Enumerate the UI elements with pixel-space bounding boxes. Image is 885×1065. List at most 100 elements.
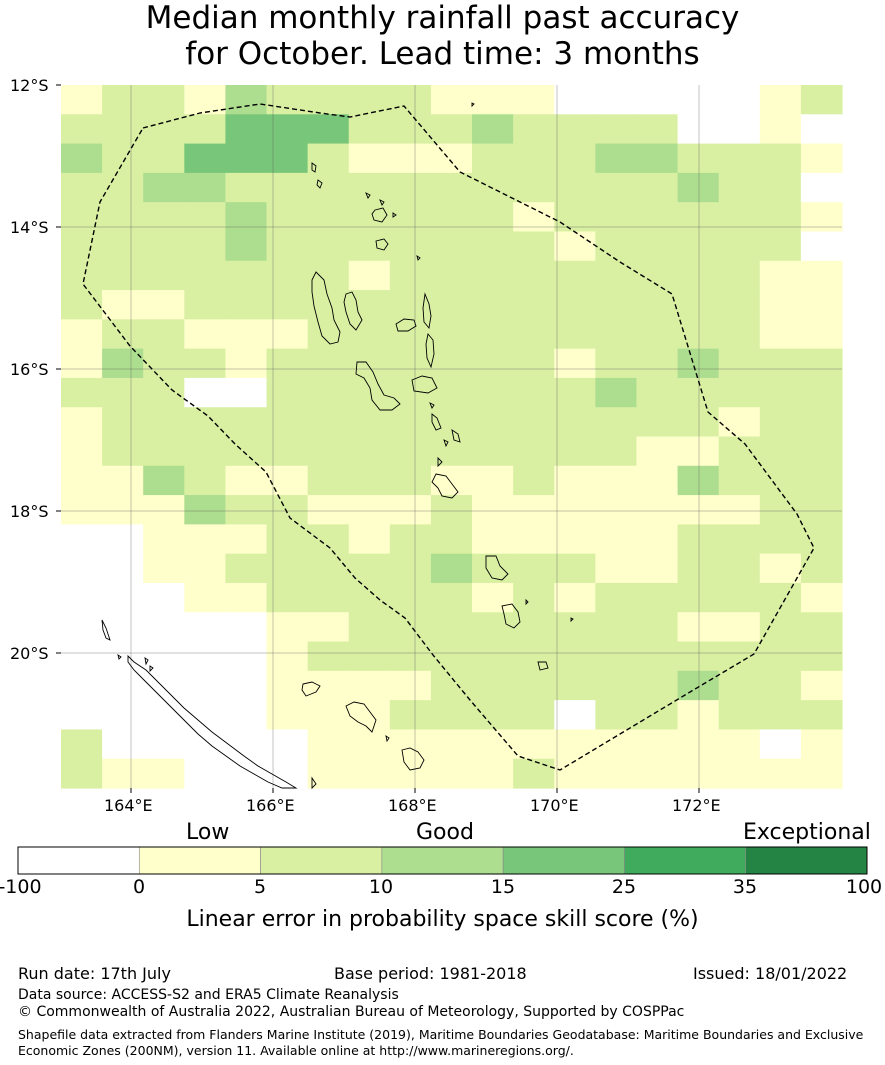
grid-cell — [472, 495, 514, 525]
grid-cell — [759, 348, 802, 379]
grid-cell — [677, 348, 720, 379]
colorbar-swatch — [17, 846, 140, 875]
grid-cell — [718, 700, 761, 731]
grid-cell — [472, 641, 514, 672]
grid-cell — [513, 260, 555, 291]
grid-cell — [348, 202, 391, 233]
grid-cell — [554, 143, 596, 174]
grid-cell — [513, 524, 555, 555]
colorbar-swatch — [381, 846, 504, 875]
grid-cell — [225, 407, 268, 438]
grid-cell — [800, 582, 843, 613]
grid-cell — [636, 670, 679, 701]
grid-cell — [143, 202, 185, 233]
grid-cell — [184, 114, 227, 145]
grid-cell — [554, 85, 596, 115]
grid-cell — [430, 553, 473, 584]
grid-cell — [184, 377, 227, 408]
grid-cell — [677, 231, 720, 262]
grid-cell — [636, 524, 679, 555]
grid-cell — [102, 114, 144, 145]
grid-cell — [513, 612, 555, 643]
grid-cell — [595, 143, 638, 174]
grid-cell — [513, 700, 555, 731]
grid-cell — [595, 85, 638, 115]
grid-cell — [184, 290, 227, 320]
grid-cell — [636, 407, 679, 438]
grid-cell — [348, 700, 391, 731]
grid-cell — [266, 436, 309, 467]
grid-cell — [759, 260, 802, 291]
grid-cell — [472, 729, 514, 760]
lon-label-166e: 166°E — [246, 796, 295, 815]
issued-date: Issued: 18/01/2022 — [693, 964, 848, 983]
grid-cell — [61, 670, 103, 701]
grid-cell — [430, 85, 473, 115]
grid-cell — [677, 495, 720, 525]
grid-cell — [759, 172, 802, 203]
grid-cell — [184, 612, 227, 643]
grid-cell — [759, 377, 802, 408]
grid-cell — [225, 612, 268, 643]
grid-cell — [759, 670, 802, 701]
grid-cell — [718, 524, 761, 555]
grid-cell — [266, 641, 309, 672]
grid-cell — [143, 143, 185, 174]
grid-cell — [184, 641, 227, 672]
grid-cell — [307, 758, 350, 789]
grid-cell — [143, 377, 185, 408]
grid-cell — [718, 758, 761, 789]
grid-cell — [430, 582, 473, 613]
grid-cell — [759, 465, 802, 496]
grid-cell — [307, 85, 350, 115]
grid-cell — [184, 348, 227, 379]
grid-cell — [472, 231, 514, 262]
grid-cell — [102, 85, 144, 115]
grid-cell — [595, 670, 638, 701]
grid-cell — [143, 582, 185, 613]
grid-cell — [184, 319, 227, 350]
grid-cell — [430, 260, 473, 291]
grid-cell — [513, 495, 555, 525]
grid-cell — [800, 670, 843, 701]
grid-cell — [677, 172, 720, 203]
colorbar-tick: 100 — [845, 876, 883, 898]
grid-cell — [389, 495, 432, 525]
grid-cell — [307, 319, 350, 350]
grid-cell — [389, 758, 432, 789]
grid-cell — [636, 729, 679, 760]
grid-cell — [718, 377, 761, 408]
grid-cell — [636, 114, 679, 145]
grid-cell — [800, 348, 843, 379]
grid-cell — [225, 758, 268, 789]
grid-cell — [225, 524, 268, 555]
grid-cell — [266, 670, 309, 701]
grid-cell — [595, 319, 638, 350]
grid-cell — [472, 85, 514, 115]
grid-cell — [677, 700, 720, 731]
lon-label-172e: 172°E — [672, 796, 721, 815]
colorbar-swatch — [260, 846, 383, 875]
grid-cell — [677, 758, 720, 789]
grid-cell — [554, 348, 596, 379]
grid-cell — [759, 231, 802, 262]
grid-cell — [595, 465, 638, 496]
grid-cell — [61, 290, 103, 320]
grid-cell — [554, 231, 596, 262]
grid-cell — [225, 143, 268, 174]
grid-cell — [102, 143, 144, 174]
grid-cell — [184, 202, 227, 233]
grid-cell — [636, 202, 679, 233]
grid-cell — [266, 729, 309, 760]
grid-cell — [307, 465, 350, 496]
grid-cell — [348, 377, 391, 408]
grid-cell — [430, 202, 473, 233]
grid-cell — [266, 758, 309, 789]
grid-cell — [307, 231, 350, 262]
grid-cell — [430, 465, 473, 496]
grid-cell — [595, 260, 638, 291]
grid-cell — [184, 495, 227, 525]
grid-cell — [61, 436, 103, 467]
grid-cell — [348, 319, 391, 350]
grid-cell — [389, 436, 432, 467]
